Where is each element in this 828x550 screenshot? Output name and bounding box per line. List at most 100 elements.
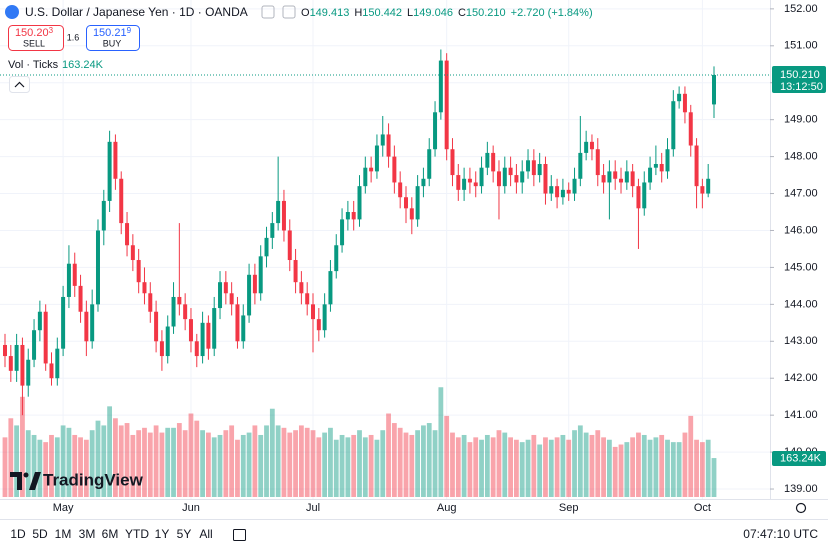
candle-body (514, 175, 519, 183)
candle-body (130, 245, 135, 261)
candle-body (537, 163, 542, 176)
volume-bar (386, 413, 391, 497)
ohlc-value: 150.210 (466, 7, 506, 19)
volume-bar (514, 439, 519, 497)
ohlc-key: L (407, 7, 413, 19)
volume-bar (136, 430, 142, 497)
candle-body (328, 271, 333, 305)
volume-bar (508, 437, 513, 497)
candle-body (636, 186, 641, 209)
candle-body (433, 112, 438, 150)
volume-bar (391, 423, 397, 497)
candle-body (357, 186, 362, 220)
range-button[interactable]: 1Y (155, 527, 170, 541)
candle-body (188, 319, 193, 342)
y-tick-label: 147.00 (784, 187, 818, 199)
candle-body (409, 208, 414, 220)
candle-body (403, 197, 408, 209)
header-icon[interactable] (282, 5, 296, 19)
volume-bar (176, 423, 182, 497)
volume-bar (601, 437, 606, 497)
volume-bar (43, 442, 49, 497)
volume-bar (467, 442, 473, 497)
settings-icon[interactable] (795, 502, 807, 514)
candle-body (14, 344, 19, 371)
sell-label: SELL (23, 38, 45, 48)
candle-body (677, 93, 682, 102)
candle-body (206, 322, 211, 349)
volume-bar (264, 425, 269, 497)
volume-bar (432, 430, 438, 497)
candle-body (235, 304, 240, 342)
volume-bar (548, 439, 554, 497)
y-tick-label: 144.00 (784, 298, 818, 310)
candle-body (688, 112, 693, 146)
header-icon[interactable] (261, 5, 275, 19)
volume-bar (560, 434, 566, 497)
candle-body (26, 359, 31, 386)
candle-body (218, 282, 223, 309)
volume-bar (444, 415, 450, 497)
candle-body (95, 230, 100, 305)
volume-bar (322, 432, 328, 497)
x-tick-label: Sep (559, 502, 579, 514)
x-tick-label: Jul (306, 502, 320, 514)
candle-body (374, 145, 379, 172)
volume-bar (589, 434, 595, 497)
candle-body (258, 256, 263, 294)
candle-body (369, 167, 374, 172)
volume-bar (20, 396, 25, 497)
volume-bar (566, 439, 572, 497)
buy-button[interactable] (86, 25, 140, 51)
candle-body (415, 186, 420, 220)
buy-price-pip: 9 (127, 26, 132, 35)
candle-body (212, 308, 217, 349)
candle-body (66, 263, 71, 297)
range-button[interactable]: YTD (125, 527, 149, 541)
volume-bar (438, 387, 444, 497)
volume-bar (368, 434, 374, 497)
volume-bar (49, 434, 54, 497)
candle-body (694, 145, 699, 187)
sell-button[interactable] (8, 25, 64, 51)
volume-bar (54, 437, 60, 497)
volume-bar (711, 458, 717, 497)
ohlc-change: +2.720 (+1.84%) (511, 7, 593, 19)
symbol-title: U.S. Dollar / Japanese Yen · 1D · OANDA (25, 5, 248, 19)
volume-bar (496, 430, 502, 497)
candle-body (619, 178, 624, 183)
range-button[interactable]: 1D (10, 527, 26, 541)
volume-bar (95, 420, 101, 497)
volume-bar (66, 427, 72, 497)
countdown-label: 13:12:50 (780, 81, 823, 93)
candle-body (37, 311, 42, 331)
logo: TradingView (10, 470, 144, 490)
volume-bar (147, 432, 153, 497)
candle-body (560, 189, 565, 198)
range-button[interactable]: All (199, 527, 212, 541)
candle-body (281, 200, 286, 231)
candle-body (712, 74, 716, 105)
candle-body (32, 330, 37, 360)
candle-body (78, 285, 83, 312)
volume-bar (130, 434, 136, 497)
logo-text: TradingView (43, 470, 144, 489)
candle-body (467, 178, 472, 183)
volume-bar (479, 439, 484, 497)
volume-bar (455, 437, 461, 497)
candle-body (125, 223, 130, 246)
volume-bar (421, 425, 426, 497)
range-button[interactable]: 6M (102, 527, 119, 541)
candle-body (183, 304, 188, 320)
volume-bar (89, 430, 95, 497)
volume-bar (606, 439, 612, 497)
range-button[interactable]: 5Y (177, 527, 192, 541)
collapse-button[interactable] (9, 76, 30, 93)
volume-bar (362, 437, 368, 497)
calendar-icon[interactable] (233, 529, 246, 541)
range-button[interactable]: 1M (55, 527, 72, 541)
volume-bar (159, 432, 165, 497)
candle-body (566, 189, 571, 194)
range-button[interactable]: 3M (79, 527, 96, 541)
range-button[interactable]: 5D (32, 527, 48, 541)
